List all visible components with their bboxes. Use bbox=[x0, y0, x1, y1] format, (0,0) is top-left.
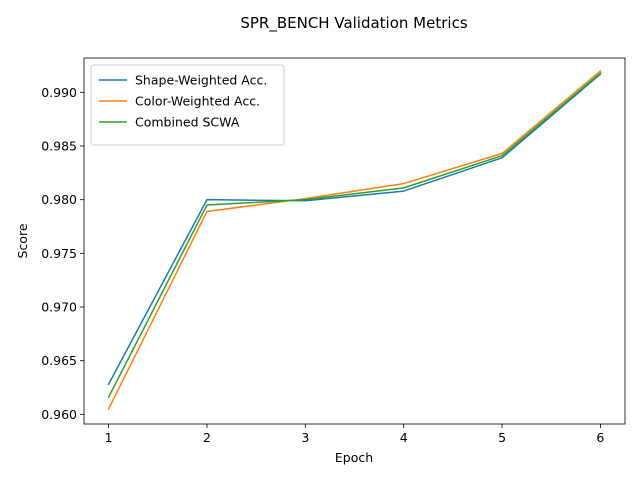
y-axis: 0.960 0.965 0.970 0.975 0.980 0.985 0.990 bbox=[41, 85, 84, 422]
x-tick-label: 3 bbox=[301, 430, 309, 445]
y-tick-label: 0.990 bbox=[41, 85, 77, 100]
y-tick-label: 0.985 bbox=[41, 139, 77, 154]
legend-label: Shape-Weighted Acc. bbox=[135, 73, 267, 88]
y-tick-label: 0.960 bbox=[41, 407, 77, 422]
y-axis-label: Score bbox=[15, 223, 30, 258]
x-tick-label: 1 bbox=[105, 430, 113, 445]
x-tick-label: 2 bbox=[203, 430, 211, 445]
legend: Shape-Weighted Acc. Color-Weighted Acc. Co… bbox=[90, 64, 285, 146]
legend-label: Combined SCWA bbox=[135, 115, 240, 130]
series-layer bbox=[107, 69, 602, 410]
series-line-2 bbox=[107, 69, 602, 410]
series-line-1 bbox=[107, 73, 602, 386]
series-line-3 bbox=[107, 71, 602, 399]
plot-frame bbox=[83, 57, 626, 425]
y-tick-label: 0.980 bbox=[41, 192, 77, 207]
y-tick-label: 0.975 bbox=[41, 246, 77, 261]
y-tick-label: 0.965 bbox=[41, 353, 77, 368]
legend-box bbox=[90, 64, 285, 146]
y-tick-label: 0.970 bbox=[41, 300, 77, 315]
chart-title: SPR_BENCH Validation Metrics bbox=[240, 14, 467, 33]
x-tick-label: 5 bbox=[498, 430, 506, 445]
x-axis-label: Epoch bbox=[335, 450, 373, 465]
x-tick-label: 6 bbox=[596, 430, 604, 445]
x-tick-label: 4 bbox=[400, 430, 408, 445]
legend-label: Color-Weighted Acc. bbox=[135, 94, 260, 109]
x-axis: 1 2 3 4 5 6 bbox=[105, 424, 604, 445]
